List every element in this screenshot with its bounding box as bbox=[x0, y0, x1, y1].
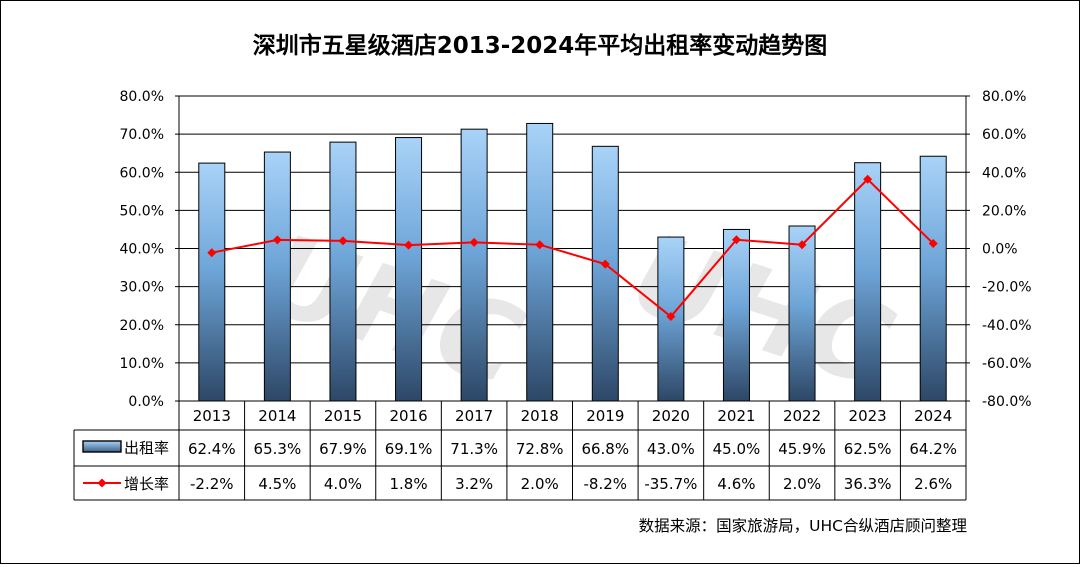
x-tick-label: 2020 bbox=[652, 407, 690, 425]
growth-point-2017 bbox=[469, 237, 479, 247]
bar-data-label: 72.8% bbox=[516, 440, 564, 458]
line-data-label: 1.8% bbox=[389, 475, 427, 493]
growth-line bbox=[211, 177, 934, 318]
line-data-label: 2.0% bbox=[521, 475, 559, 493]
left-tick-label: 70.0% bbox=[120, 127, 164, 143]
bar-2014 bbox=[263, 151, 291, 402]
growth-point-2021 bbox=[731, 235, 741, 245]
right-tick-label: -80.0% bbox=[982, 394, 1032, 410]
line-data-label: 2.6% bbox=[914, 475, 952, 493]
chart-title: 深圳市五星级酒店2013-2024年平均出租率变动趋势图 bbox=[253, 32, 828, 59]
bar-data-label: 64.2% bbox=[909, 440, 957, 458]
x-tick-label: 2023 bbox=[849, 407, 887, 425]
bar-data-label: 65.3% bbox=[254, 440, 302, 458]
x-tick-label: 2014 bbox=[258, 407, 296, 425]
growth-point-2016 bbox=[404, 240, 414, 250]
bar-data-label: 71.3% bbox=[450, 440, 498, 458]
right-tick-label: -60.0% bbox=[982, 356, 1032, 372]
left-tick-label: 50.0% bbox=[120, 203, 164, 219]
bar-data-label: 43.0% bbox=[647, 440, 695, 458]
growth-point-2020 bbox=[666, 312, 676, 322]
legend-line-marker bbox=[97, 478, 107, 488]
bar-2015 bbox=[329, 141, 357, 402]
left-axis: 0.0% 10.0% 20.0% 30.0% 40.0% 50.0% 60.0% 70.0% 8… bbox=[120, 89, 179, 410]
line-data-label: 4.0% bbox=[324, 475, 362, 493]
left-tick-label: 40.0% bbox=[120, 242, 164, 258]
x-tick-label: 2024 bbox=[914, 407, 952, 425]
growth-point-2022 bbox=[797, 240, 807, 250]
legend-line-label: 增长率 bbox=[124, 475, 169, 493]
legend-bar-key bbox=[82, 440, 122, 453]
bar-2018 bbox=[526, 122, 554, 402]
growth-point-2024 bbox=[928, 239, 938, 249]
legend-bar-label: 出租率 bbox=[124, 439, 169, 457]
x-tick-label: 2016 bbox=[389, 407, 427, 425]
line-data-label: 4.5% bbox=[258, 475, 296, 493]
left-tick-label: 20.0% bbox=[120, 318, 164, 334]
bar-2024 bbox=[919, 155, 947, 402]
x-tick-label: 2013 bbox=[193, 407, 231, 425]
right-tick-label: 0.0% bbox=[982, 242, 1018, 258]
growth-point-2019 bbox=[600, 259, 610, 269]
bar-2019 bbox=[591, 145, 619, 402]
bar-data-label: 69.1% bbox=[385, 440, 433, 458]
growth-point-2015 bbox=[338, 236, 348, 246]
growth-point-2023 bbox=[863, 174, 873, 184]
gridlines bbox=[178, 95, 967, 402]
bar-data-label: 62.5% bbox=[844, 440, 892, 458]
x-tick-label: 2021 bbox=[717, 407, 755, 425]
bar-data-label: 45.9% bbox=[778, 440, 826, 458]
line-data-label: -8.2% bbox=[584, 475, 628, 493]
right-tick-label: 80.0% bbox=[982, 89, 1026, 105]
growth-point-2014 bbox=[272, 235, 282, 245]
bar-data-label: 62.4% bbox=[188, 440, 236, 458]
left-tick-label: 30.0% bbox=[120, 280, 164, 296]
right-tick-label: 60.0% bbox=[982, 127, 1026, 143]
left-tick-label: 10.0% bbox=[120, 356, 164, 372]
x-tick-label: 2017 bbox=[455, 407, 493, 425]
line-data-label: 4.6% bbox=[717, 475, 755, 493]
bar-data-label: 66.8% bbox=[581, 440, 629, 458]
bar-data-label: 45.0% bbox=[713, 440, 761, 458]
left-tick-label: 0.0% bbox=[128, 394, 164, 410]
growth-point-2013 bbox=[207, 248, 217, 258]
bar-data-label: 67.9% bbox=[319, 440, 367, 458]
bar-2021 bbox=[722, 228, 750, 402]
right-tick-label: -40.0% bbox=[982, 318, 1032, 334]
bar-2016 bbox=[395, 137, 423, 402]
line-data-label: 36.3% bbox=[844, 475, 892, 493]
bar-series bbox=[198, 122, 947, 402]
data-table: 2013 2014 2015 2016 2017 2018 2019 2020 2021 2022… bbox=[73, 401, 967, 501]
line-data-label: 2.0% bbox=[783, 475, 821, 493]
right-tick-label: -20.0% bbox=[982, 280, 1032, 296]
line-data-label: -35.7% bbox=[644, 475, 697, 493]
source-note: 数据来源：国家旅游局，UHC合纵酒店顾问整理 bbox=[639, 517, 967, 535]
growth-point-2018 bbox=[535, 240, 545, 250]
left-tick-label: 60.0% bbox=[120, 165, 164, 181]
right-axis: -80.0% -60.0% -40.0% -20.0% 0.0% 20.0% 40.0% 60… bbox=[966, 89, 1032, 410]
x-tick-label: 2015 bbox=[324, 407, 362, 425]
x-tick-label: 2019 bbox=[586, 407, 624, 425]
x-tick-label: 2022 bbox=[783, 407, 821, 425]
right-tick-label: 20.0% bbox=[982, 203, 1026, 219]
line-data-label: -2.2% bbox=[190, 475, 234, 493]
line-series bbox=[207, 174, 938, 322]
bar-2013 bbox=[198, 162, 226, 402]
line-data-label: 3.2% bbox=[455, 475, 493, 493]
bar-2017 bbox=[460, 128, 488, 402]
x-tick-label: 2018 bbox=[521, 407, 559, 425]
bar-2023 bbox=[854, 162, 882, 402]
bar-2022 bbox=[788, 225, 816, 402]
left-tick-label: 80.0% bbox=[120, 89, 164, 105]
right-tick-label: 40.0% bbox=[982, 165, 1026, 181]
